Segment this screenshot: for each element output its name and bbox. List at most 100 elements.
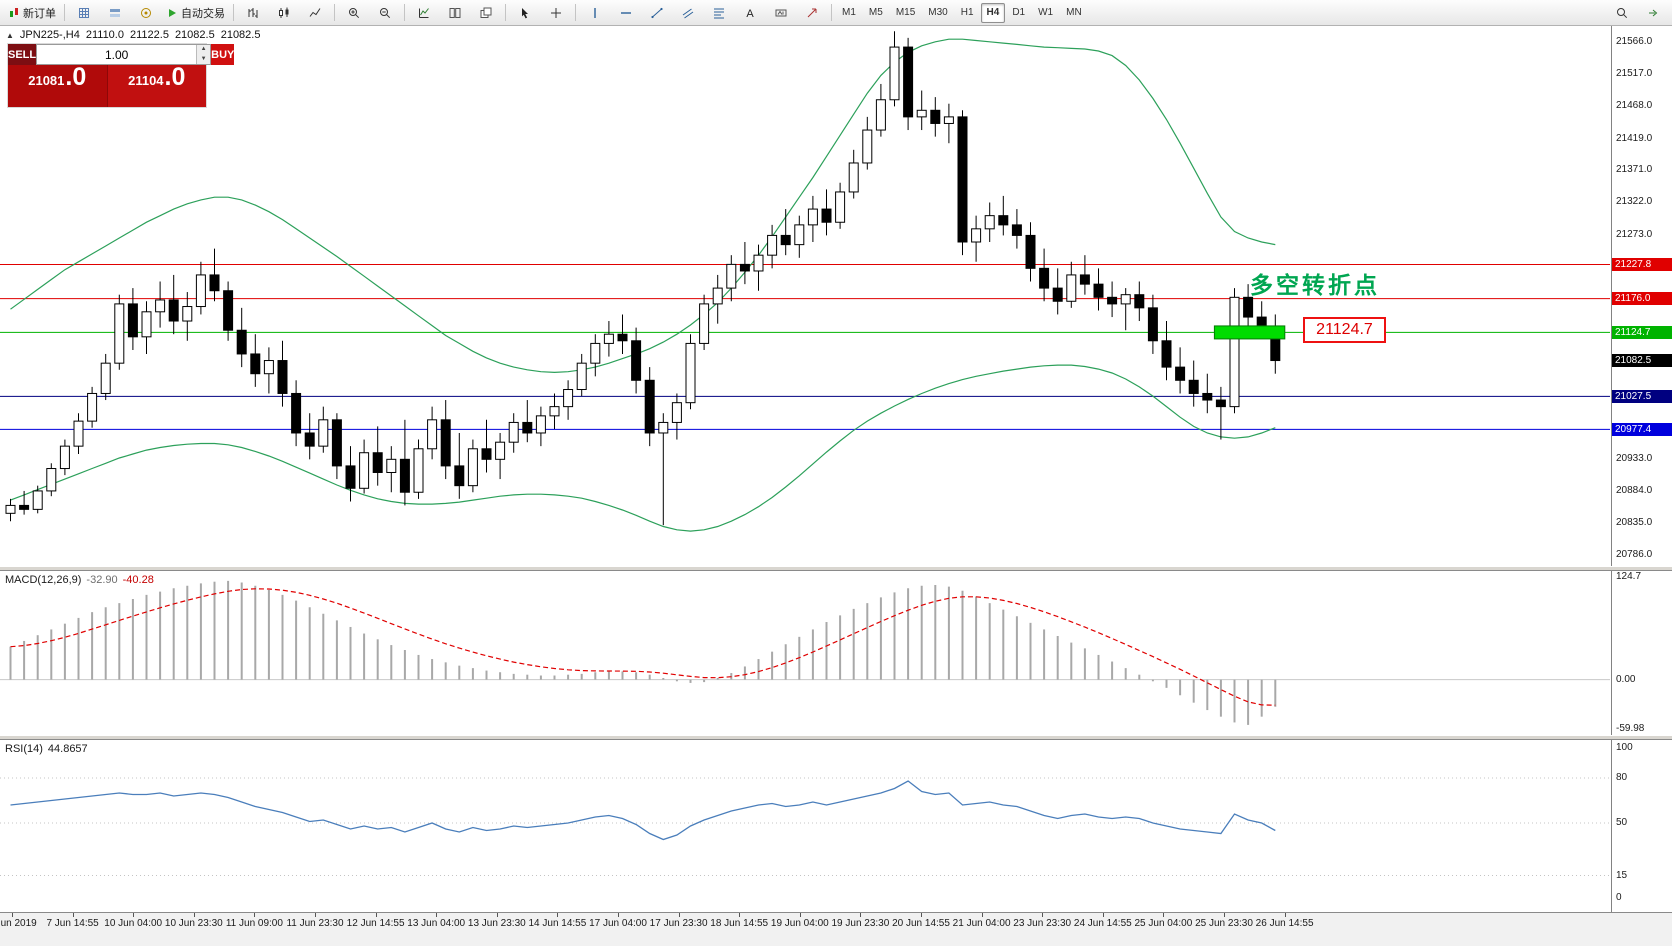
highlight-box[interactable]: [1213, 325, 1286, 340]
volume-up-icon[interactable]: ▲: [197, 45, 211, 55]
fibonacci-button[interactable]: [704, 2, 734, 24]
ohlc-high: 21122.5: [129, 29, 169, 41]
horizontal-line-button[interactable]: [611, 2, 641, 24]
turning-point-annotation: 多空转折点: [1250, 273, 1380, 298]
price-axis-tag: 21176.0: [1612, 292, 1672, 306]
timeframe-d1[interactable]: D1: [1012, 7, 1026, 18]
zoom-in-icon: [349, 7, 360, 18]
data-window-button[interactable]: [100, 2, 130, 24]
timeframe-m1[interactable]: M1: [842, 7, 856, 18]
market-watch-button[interactable]: [69, 2, 99, 24]
time-axis-tick: [436, 913, 438, 917]
channel-button[interactable]: [673, 2, 703, 24]
time-axis-label: 11 Jun 09:00: [225, 918, 283, 929]
ohlc-open: 21110.0: [85, 29, 124, 41]
macd-panel-canvas[interactable]: [0, 571, 1610, 735]
toolbar-separator: [575, 4, 576, 21]
time-axis-label: 14 Jun 14:55: [528, 918, 587, 929]
timeframe-w1[interactable]: W1: [1038, 7, 1054, 18]
macd-histogram: [9, 580, 1277, 725]
arrows-button[interactable]: [797, 2, 827, 24]
price-axis-label: 21419.0: [1616, 132, 1653, 144]
time-axis-tick: [921, 913, 922, 917]
macd-signal-value: -40.28: [122, 574, 154, 586]
cascade-windows-button[interactable]: [471, 2, 501, 24]
tile-windows-button[interactable]: [440, 2, 470, 24]
bollinger-lower-line: [10, 364, 1276, 532]
label-icon: [775, 9, 787, 16]
price-axis-label: 21566.0: [1616, 35, 1653, 47]
volume-input[interactable]: [37, 45, 197, 64]
indicators-button[interactable]: [409, 2, 439, 24]
sell-price-button[interactable]: 21081 .0: [8, 65, 108, 107]
timeframe-m30[interactable]: M30: [928, 7, 948, 18]
time-axis-tick: [860, 913, 862, 917]
panel-divider[interactable]: [0, 566, 1672, 571]
hline-icon: [621, 11, 631, 14]
main-chart-canvas[interactable]: [0, 26, 1610, 566]
symbol-collapse-icon[interactable]: ▲: [6, 30, 14, 40]
chart-shift-icon: [1649, 9, 1658, 16]
autotrading-button-label: 自动交易: [181, 7, 225, 20]
buy-price-frac: .0: [164, 63, 186, 91]
sell-button[interactable]: SELL: [8, 44, 37, 65]
timeframe-mn[interactable]: MN: [1066, 7, 1082, 18]
indicators-icon: [419, 7, 429, 18]
layers-icon: [110, 8, 120, 17]
vertical-line-button[interactable]: [580, 2, 610, 24]
buy-button[interactable]: BUY: [211, 44, 235, 65]
price-axis-label: 0.00: [1616, 673, 1636, 685]
line-icon: [309, 7, 321, 17]
timeframe-h1[interactable]: H1: [960, 7, 974, 18]
time-axis-label: 25 Jun 04:00: [1134, 918, 1193, 929]
toolbar-separator: [64, 4, 65, 21]
price-axis-label: 20933.0: [1616, 452, 1653, 464]
toolbar-separator: [831, 4, 832, 21]
macd-label: MACD(12,26,9) -32.90 -40.28: [5, 574, 154, 586]
time-axis-label: 21 Jun 04:00: [952, 918, 1011, 929]
navigator-button[interactable]: [131, 2, 161, 24]
toolbar-separator: [505, 4, 506, 21]
buy-price-button[interactable]: 21104 .0: [107, 63, 206, 107]
time-axis-tick: [375, 913, 377, 917]
timeframe-h4[interactable]: H4: [980, 2, 1006, 23]
time-axis-label: 10 Jun 23:30: [164, 918, 223, 929]
volume-down-icon[interactable]: ▼: [197, 54, 211, 64]
price-callout-label: 21124.7: [1303, 317, 1386, 343]
search-button[interactable]: [1607, 2, 1637, 24]
text-button[interactable]: A: [735, 2, 765, 24]
crosshair-button[interactable]: [541, 2, 571, 24]
macd-main-value: -32.90: [86, 574, 118, 586]
timeframe-m15[interactable]: M15: [895, 7, 916, 18]
chart-info-line: ▲ JPN225-,H4 21110.0 21122.5 21082.5 210…: [6, 29, 260, 41]
price-axis-label: 20786.0: [1616, 549, 1653, 561]
price-axis-label: 20835.0: [1616, 517, 1653, 529]
timeframe-m5[interactable]: M5: [868, 7, 883, 18]
arrow-obj-icon: [807, 8, 817, 17]
bar-chart-button[interactable]: [238, 2, 268, 24]
line-chart-button[interactable]: [300, 2, 330, 24]
autotrading-button[interactable]: 自动交易: [162, 2, 229, 24]
chart-shift-button[interactable]: [1638, 2, 1668, 24]
time-axis-tick: [739, 913, 741, 917]
price-axis[interactable]: 21566.0 21517.0 21468.0 21419.0 21371.0 21322…: [1611, 26, 1672, 912]
panel-divider[interactable]: [0, 735, 1672, 740]
trendline-button[interactable]: [642, 2, 672, 24]
new-order-button[interactable]: 新订单: [4, 2, 60, 24]
toolbar: 新订单 自动交易 A M1 M5 M15 M30 H1 H4 D1 W1 MN: [0, 0, 1672, 26]
zoom-in-button[interactable]: [339, 2, 369, 24]
macd-signal-line: [10, 588, 1276, 706]
time-axis-tick: [981, 913, 983, 917]
zoom-out-button[interactable]: [370, 2, 400, 24]
time-axis-tick: [1224, 913, 1225, 917]
cursor-icon: [522, 7, 528, 18]
time-axis-label: 24 Jun 14:55: [1073, 918, 1132, 929]
vline-icon: [594, 7, 596, 18]
rsi-panel-canvas[interactable]: [0, 740, 1610, 912]
candle-chart-button[interactable]: [269, 2, 299, 24]
cursor-button[interactable]: [510, 2, 540, 24]
price-axis-label: 21517.0: [1616, 68, 1653, 80]
label-button[interactable]: [766, 2, 796, 24]
time-axis-label: 19 Jun 04:00: [770, 918, 829, 929]
